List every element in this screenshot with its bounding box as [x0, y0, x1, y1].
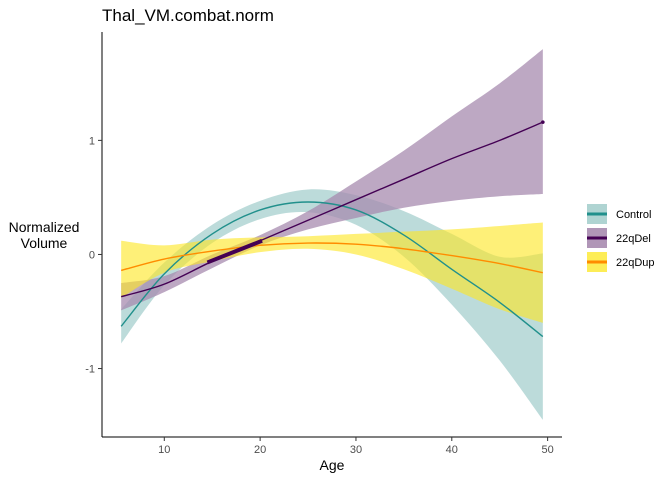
x-axis-title: Age — [320, 457, 345, 473]
endpoint-22qdel — [541, 120, 545, 124]
x-tick-label-10: 10 — [158, 444, 170, 456]
line-22qdel — [120, 121, 544, 298]
confidence-bands — [121, 49, 543, 420]
legend: Control 22qDel 22qDup — [587, 204, 655, 272]
x-tick-label-30: 30 — [350, 444, 362, 456]
legend-label-22qdel: 22qDel — [616, 233, 651, 245]
fit-lines — [120, 120, 545, 338]
band-22qdup — [121, 222, 543, 323]
band-control — [121, 189, 543, 420]
y-tick-label-1: 1 — [89, 135, 95, 147]
legend-label-control: Control — [616, 209, 651, 221]
chart-title: Thal_VM.combat.norm — [102, 6, 274, 25]
line-control — [120, 201, 544, 338]
y-tick-label-0: 0 — [89, 249, 95, 261]
legend-label-22qdup: 22qDup — [616, 257, 655, 269]
y-tick-label--1: -1 — [85, 364, 95, 376]
x-tick-label-20: 20 — [254, 444, 266, 456]
highlight-segment-22qdel — [206, 238, 263, 265]
y-axis-title-line1: Normalized — [9, 219, 80, 235]
y-axis-ticks: -1 0 1 — [85, 135, 102, 376]
y-axis-title-line2: Volume — [21, 235, 68, 251]
x-tick-label-40: 40 — [446, 444, 458, 456]
line-22qdup — [120, 242, 543, 274]
x-axis-ticks: 10 20 30 40 50 — [158, 437, 554, 456]
x-tick-label-50: 50 — [542, 444, 554, 456]
